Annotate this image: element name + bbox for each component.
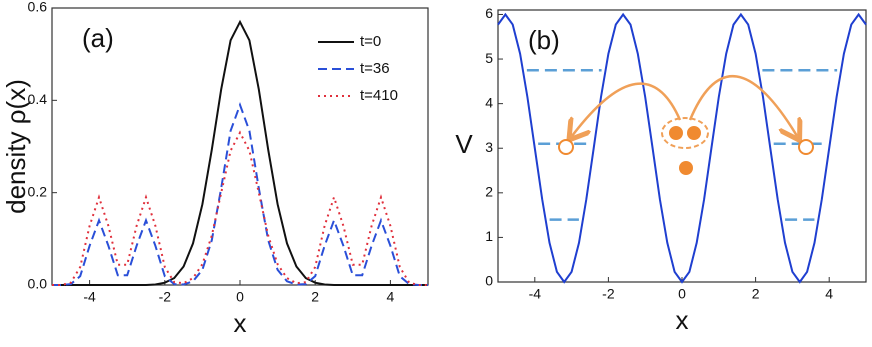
x-axis-label: x (676, 305, 689, 335)
y-tick-label: 4 (485, 94, 493, 110)
legend-label: t=410 (360, 87, 398, 104)
series-line (52, 101, 428, 286)
panel: -4 -2 0 2 4 0 1 2 3 4 5 6 (b) x V (455, 5, 867, 335)
x-tick-label: 4 (387, 289, 395, 305)
x-tick-label: -4 (83, 289, 96, 305)
x-axis-label: x (234, 308, 247, 338)
series-line (52, 130, 428, 286)
legend-label: t=36 (360, 60, 390, 77)
y-axis-label: density ρ(x) (1, 79, 31, 214)
series-line (52, 19, 428, 286)
x-tick-label: -2 (602, 286, 615, 302)
arrow (572, 82, 682, 136)
y-tick-label: 1 (485, 228, 493, 244)
y-tick-label: 0.4 (28, 91, 48, 107)
panel: -4 -2 0 2 4 0.0 0.2 0.4 0.6 (a) x density ρ(x) t=0 t=… (1, 0, 429, 338)
arrow (688, 75, 797, 136)
y-tick-label: 0.6 (28, 0, 48, 15)
particle (679, 161, 693, 175)
x-tick-label: -2 (159, 289, 172, 305)
x-tick-label: 2 (752, 286, 760, 302)
panel-label: (b) (528, 25, 560, 55)
x-tick-label: 2 (311, 289, 319, 305)
y-tick-label: 2 (485, 184, 493, 200)
y-tick-label: 0 (485, 273, 493, 289)
x-tick-label: 0 (236, 289, 244, 305)
y-tick-label: 3 (485, 139, 493, 155)
x-tick-label: 4 (825, 286, 833, 302)
panel-label: (a) (82, 23, 114, 53)
particle (687, 126, 701, 140)
particle (669, 126, 683, 140)
legend-label: t=0 (360, 33, 381, 50)
pair-outline (661, 117, 709, 149)
y-tick-label: 6 (485, 5, 493, 21)
series-line (497, 12, 867, 284)
y-axis-label: V (455, 129, 473, 159)
hole (558, 139, 574, 155)
y-tick-label: 0.2 (28, 183, 48, 199)
y-tick-label: 0.0 (28, 276, 48, 292)
ionization-sketch (558, 75, 814, 175)
x-tick-label: -4 (529, 286, 542, 302)
y-tick-label: 5 (485, 50, 493, 66)
hole (798, 139, 814, 155)
x-tick-label: 0 (678, 286, 686, 302)
